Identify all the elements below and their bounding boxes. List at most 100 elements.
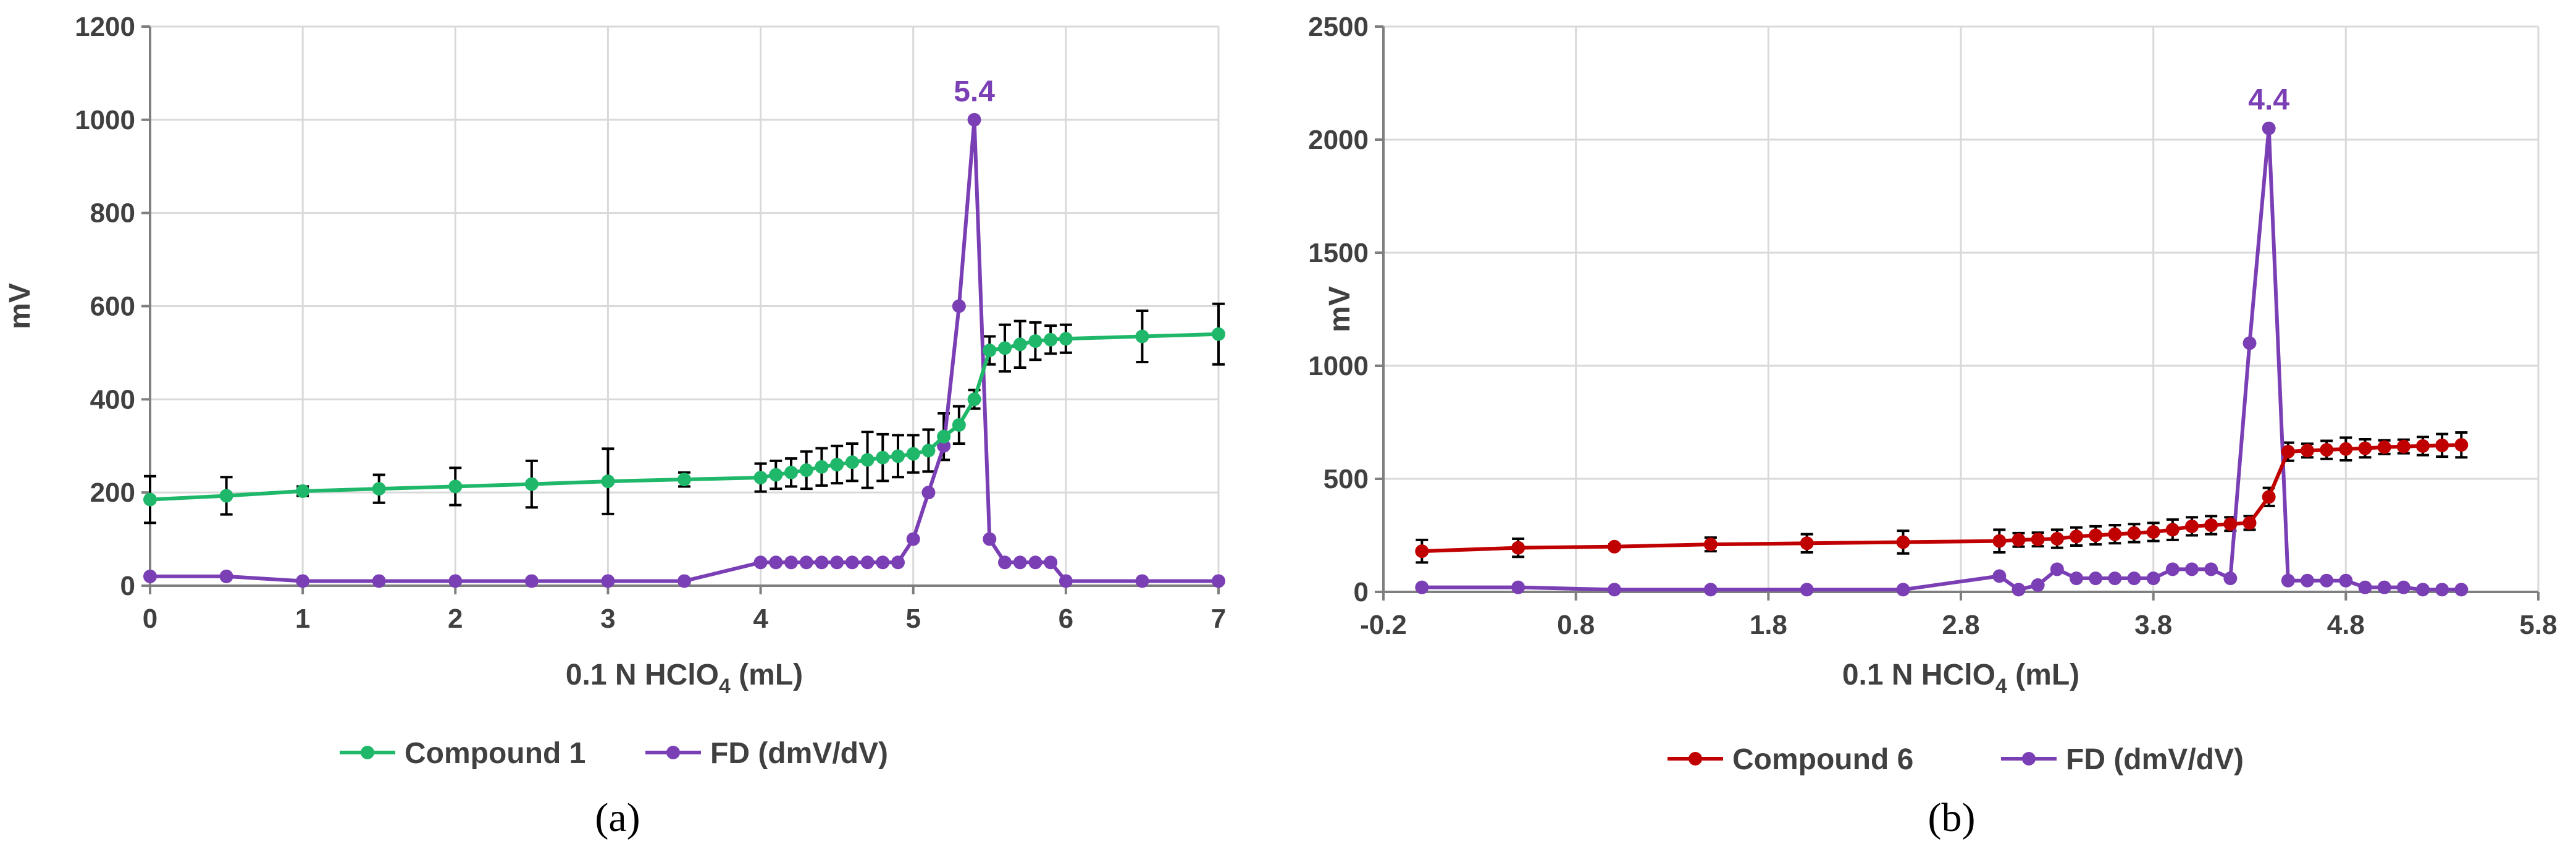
series-line bbox=[1422, 126, 2462, 592]
legend-label: FD (dmV/dV) bbox=[2066, 743, 2244, 776]
y-axis-title: mV bbox=[4, 283, 36, 329]
data-point bbox=[891, 449, 905, 463]
data-point bbox=[1800, 583, 1814, 597]
data-point bbox=[1703, 538, 1718, 552]
data-point bbox=[2301, 444, 2314, 458]
data-point bbox=[219, 489, 233, 503]
data-point bbox=[891, 555, 905, 570]
data-point bbox=[2185, 519, 2199, 533]
panel-b-chart: 0 500 1000 1500 2000 2500 -0.2 0.8 1.8 2.8 3.8 4.8 5… bbox=[1308, 12, 2557, 840]
data-point bbox=[815, 555, 829, 570]
data-point bbox=[1992, 569, 2007, 583]
data-point bbox=[952, 418, 966, 432]
data-point bbox=[2108, 527, 2122, 541]
y-tick-label: 1000 bbox=[1308, 351, 1369, 381]
data-point bbox=[2050, 562, 2064, 576]
data-point bbox=[2396, 580, 2410, 594]
x-axis-title-subscript: 4 bbox=[1995, 675, 2007, 698]
x-tick-label: 5 bbox=[905, 604, 920, 634]
data-point bbox=[845, 455, 859, 470]
legend-marker bbox=[1689, 752, 1702, 766]
data-point bbox=[296, 574, 310, 588]
legend-label: Compound 6 bbox=[1732, 743, 1913, 776]
data-point bbox=[2301, 573, 2314, 588]
legend-marker bbox=[2022, 752, 2036, 766]
data-point bbox=[2358, 580, 2372, 594]
data-point bbox=[937, 439, 951, 453]
data-point bbox=[219, 569, 233, 583]
data-point bbox=[1059, 574, 1073, 588]
y-tick-label: 500 bbox=[1324, 464, 1369, 494]
data-point bbox=[1703, 583, 1718, 597]
data-point bbox=[448, 574, 463, 588]
data-point bbox=[1800, 536, 1814, 550]
data-point bbox=[2031, 533, 2045, 547]
data-point bbox=[2223, 517, 2238, 531]
data-point bbox=[2070, 529, 2083, 544]
x-axis-title-subscript: 4 bbox=[719, 675, 731, 698]
data-point bbox=[799, 555, 813, 570]
data-point bbox=[2454, 583, 2469, 597]
data-point bbox=[2454, 438, 2469, 452]
data-point bbox=[1608, 539, 1621, 554]
x-tick-label: 3.8 bbox=[2134, 610, 2172, 640]
data-point bbox=[784, 555, 798, 570]
data-point bbox=[2281, 573, 2295, 588]
data-point bbox=[2435, 583, 2449, 597]
x-axis-title-tail: (mL) bbox=[2007, 659, 2079, 691]
data-point bbox=[524, 477, 539, 491]
y-tick-label: 1500 bbox=[1308, 238, 1369, 268]
data-point bbox=[2339, 442, 2353, 456]
data-point bbox=[937, 429, 951, 444]
peak-annotation: 4.4 bbox=[2248, 84, 2289, 117]
x-tick-label: 7 bbox=[1211, 604, 1226, 634]
x-axis-title-tail: (mL) bbox=[731, 659, 803, 691]
panel-a-chart: 0 200 400 600 800 1000 1200 0 1 2 3 4 5 6 7 mV 0.1 N HCl… bbox=[4, 12, 1226, 840]
data-point bbox=[1028, 334, 1043, 348]
data-point bbox=[2242, 336, 2257, 350]
y-tick-label: 0 bbox=[120, 571, 135, 601]
data-point bbox=[906, 447, 920, 461]
data-point bbox=[753, 555, 768, 570]
data-point bbox=[830, 555, 844, 570]
x-tick-label: -0.2 bbox=[1360, 610, 1407, 640]
data-point bbox=[2031, 578, 2045, 593]
data-point bbox=[967, 112, 981, 127]
data-point bbox=[2204, 562, 2218, 576]
x-tick-label: 2 bbox=[448, 604, 463, 634]
data-point bbox=[1212, 327, 1225, 341]
data-point bbox=[1896, 583, 1910, 597]
data-point bbox=[678, 473, 691, 487]
data-point bbox=[2377, 440, 2391, 454]
data-point bbox=[2185, 562, 2199, 576]
data-point bbox=[2108, 572, 2122, 586]
data-point bbox=[2416, 583, 2430, 597]
data-point bbox=[524, 574, 539, 588]
data-point bbox=[2435, 438, 2449, 452]
data-point bbox=[2223, 572, 2238, 586]
data-point bbox=[448, 479, 463, 494]
data-point bbox=[2127, 526, 2141, 540]
data-point bbox=[784, 465, 798, 479]
y-tick-label: 1200 bbox=[75, 12, 135, 42]
data-point bbox=[769, 555, 783, 570]
data-point bbox=[830, 457, 844, 471]
data-point bbox=[1135, 574, 1149, 588]
data-point bbox=[2070, 572, 2083, 586]
data-point bbox=[2396, 439, 2410, 453]
data-point bbox=[2012, 583, 2026, 597]
data-point bbox=[2127, 572, 2141, 586]
data-point bbox=[845, 555, 859, 570]
data-point bbox=[2281, 445, 2295, 459]
data-point bbox=[1511, 580, 1525, 594]
data-point bbox=[2320, 443, 2334, 457]
x-tick-label: 6 bbox=[1059, 604, 1073, 634]
data-point bbox=[296, 484, 310, 498]
x-axis-title: 0.1 N HClO4 (mL) bbox=[566, 659, 803, 698]
data-point bbox=[753, 471, 768, 485]
data-point bbox=[2320, 573, 2334, 588]
data-point bbox=[1511, 541, 1525, 555]
x-tick-label: 3 bbox=[600, 604, 615, 634]
x-tick-label: 4 bbox=[753, 604, 768, 634]
legend-label: Compound 1 bbox=[405, 737, 585, 770]
